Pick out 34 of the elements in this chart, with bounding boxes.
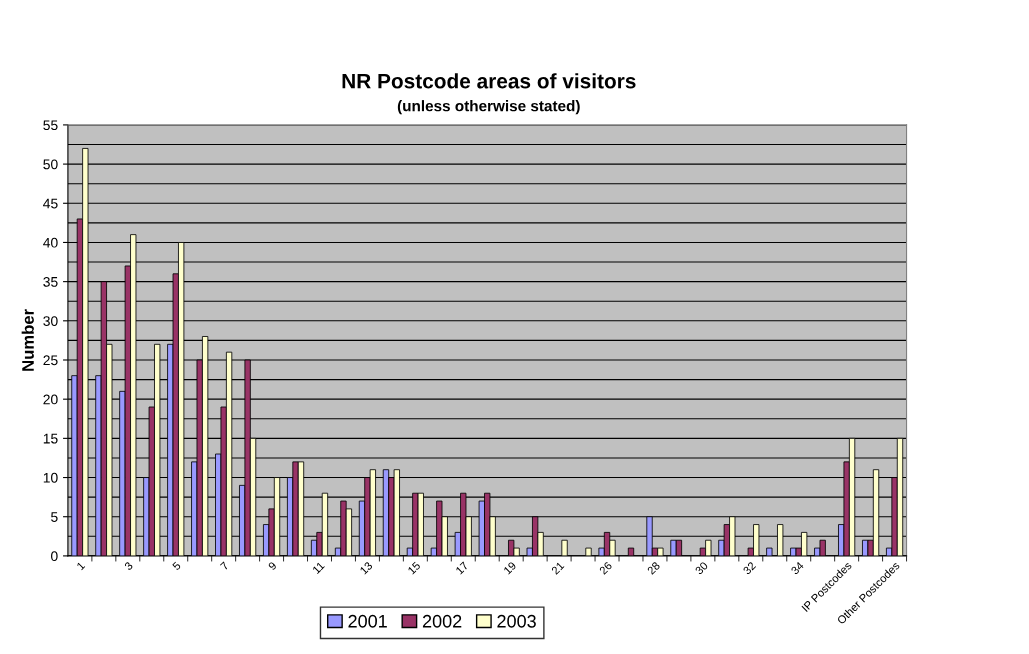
legend-label: 2001	[348, 614, 387, 628]
x-tick-label: 26	[598, 561, 613, 575]
x-tick-label: 34	[790, 561, 805, 575]
y-tick-label: 45	[43, 198, 58, 209]
x-tick-label: 28	[646, 561, 661, 575]
x-tick-label: 19	[503, 561, 517, 575]
x-tick-label: 17	[455, 561, 469, 575]
y-tick-label: 30	[43, 316, 58, 326]
x-tick-label: 1	[76, 561, 86, 571]
y-tick-label: 10	[43, 472, 58, 483]
x-tick-label: 9	[267, 561, 277, 571]
y-tick-label: 0	[51, 551, 58, 562]
y-tick-label: 40	[43, 237, 58, 248]
y-tick-label: 55	[43, 120, 58, 131]
x-tick-label: 11	[312, 561, 325, 575]
y-tick-label: 25	[43, 355, 58, 366]
x-tick-label: 5	[171, 561, 182, 571]
y-tick-label: 5	[51, 512, 58, 522]
y-tick-label: 35	[43, 276, 58, 287]
y-axis-title: Number	[21, 309, 34, 371]
x-tick-label: 7	[219, 561, 229, 571]
legend-label: 2002	[422, 614, 462, 628]
x-tick-label: 21	[550, 561, 565, 575]
x-tick-label: 30	[694, 561, 709, 575]
y-tick-label: 50	[43, 159, 58, 170]
y-tick-label: 20	[43, 394, 58, 405]
chart-subtitle: (unless otherwise stated)	[397, 100, 580, 115]
x-tick-label: 3	[123, 561, 134, 571]
x-tick-label: 32	[742, 561, 757, 575]
x-tick-label: 15	[407, 561, 421, 575]
x-tick-label: 13	[359, 561, 373, 575]
chart-title: NR Postcode areas of visitors	[342, 73, 636, 89]
legend-label: 2003	[497, 614, 536, 628]
y-tick-label: 15	[43, 433, 58, 444]
